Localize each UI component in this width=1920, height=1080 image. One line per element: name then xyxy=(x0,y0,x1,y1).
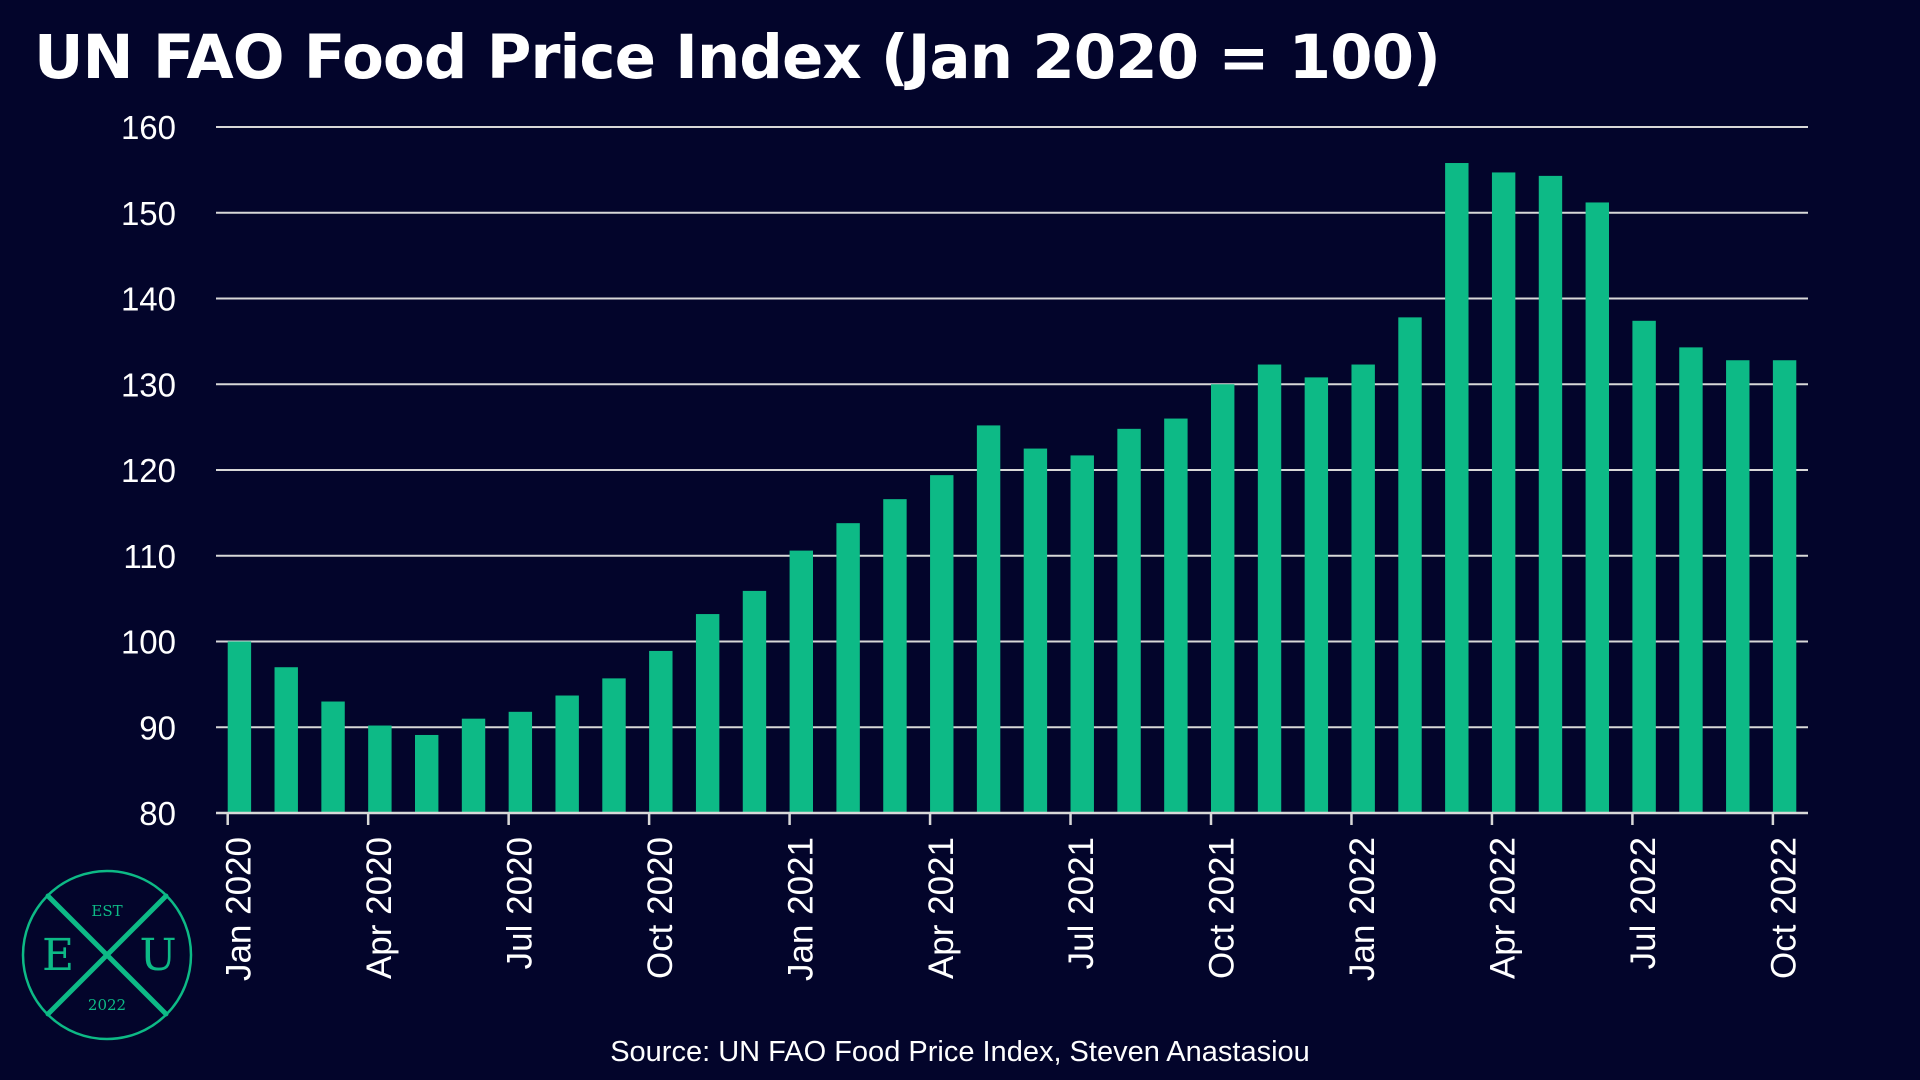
x-tick-label: Jan 2020 xyxy=(219,837,258,981)
axes xyxy=(216,811,1808,825)
bar xyxy=(1304,377,1329,813)
x-tick-label: Jan 2021 xyxy=(781,837,820,981)
gridlines xyxy=(216,126,1808,729)
bar xyxy=(1491,172,1516,813)
y-tick-label: 120 xyxy=(121,452,176,489)
bar xyxy=(1117,428,1141,813)
x-tick-label: Oct 2020 xyxy=(641,837,680,979)
logo-letter-u: U xyxy=(139,930,176,981)
bar xyxy=(789,550,813,813)
y-tick-label: 130 xyxy=(121,366,176,403)
bar xyxy=(227,641,252,813)
bar xyxy=(368,725,392,813)
logo-est-text: EST xyxy=(91,902,122,920)
bar xyxy=(1023,448,1048,813)
chart-title: UN FAO Food Price Index (Jan 2020 = 100) xyxy=(34,22,1441,93)
x-tick-label: Jul 2022 xyxy=(1624,837,1663,969)
bar xyxy=(1398,317,1422,813)
source-caption: Source: UN FAO Food Price Index, Steven … xyxy=(610,1036,1310,1068)
y-tick-label: 110 xyxy=(123,538,176,575)
bar xyxy=(461,718,486,813)
bar xyxy=(602,678,626,813)
bar xyxy=(508,711,533,813)
x-tick-label: Jul 2020 xyxy=(500,837,539,969)
bar xyxy=(930,475,954,813)
y-tick-label: 140 xyxy=(121,281,176,318)
x-tick-label: Oct 2021 xyxy=(1203,837,1242,979)
bar xyxy=(1679,347,1703,813)
bars xyxy=(227,163,1797,813)
bar xyxy=(1585,202,1609,813)
bar xyxy=(1211,384,1235,813)
y-tick-label: 80 xyxy=(139,795,176,832)
bar xyxy=(1070,455,1094,813)
bar xyxy=(649,650,673,813)
x-tick-label: Jul 2021 xyxy=(1062,837,1101,969)
logo-letter-e: E xyxy=(42,930,74,981)
bar xyxy=(1538,175,1563,813)
exu-logo: EST E U 2022 xyxy=(21,869,193,1041)
bar xyxy=(1164,418,1188,813)
y-tick-label: 90 xyxy=(139,709,176,746)
bar xyxy=(1351,364,1375,813)
bar xyxy=(1632,320,1656,813)
bar xyxy=(415,734,439,813)
bar xyxy=(836,523,860,813)
y-tick-label: 160 xyxy=(121,109,176,146)
bar xyxy=(1445,163,1469,813)
bar xyxy=(321,701,345,813)
bar xyxy=(274,667,298,813)
bar xyxy=(742,590,767,813)
bar xyxy=(883,499,907,813)
y-tick-label: 150 xyxy=(121,195,176,232)
x-tick-label: Apr 2021 xyxy=(922,837,961,979)
x-tick-label: Jan 2022 xyxy=(1343,837,1382,981)
tick-labels: 80 90 100 110 120 130 140 150 160 Jan 2020 Apr 202… xyxy=(121,109,1804,981)
bar xyxy=(1257,364,1282,813)
logo-year-text: 2022 xyxy=(88,996,126,1014)
bar xyxy=(555,695,579,813)
bar xyxy=(695,614,720,813)
y-tick-label: 100 xyxy=(121,624,176,661)
x-tick-label: Apr 2020 xyxy=(360,837,399,979)
x-tick-label: Oct 2022 xyxy=(1765,837,1804,979)
bar xyxy=(976,425,1001,813)
x-tick-label: Apr 2022 xyxy=(1484,837,1523,979)
bar xyxy=(1772,360,1797,813)
bar xyxy=(1726,360,1750,813)
